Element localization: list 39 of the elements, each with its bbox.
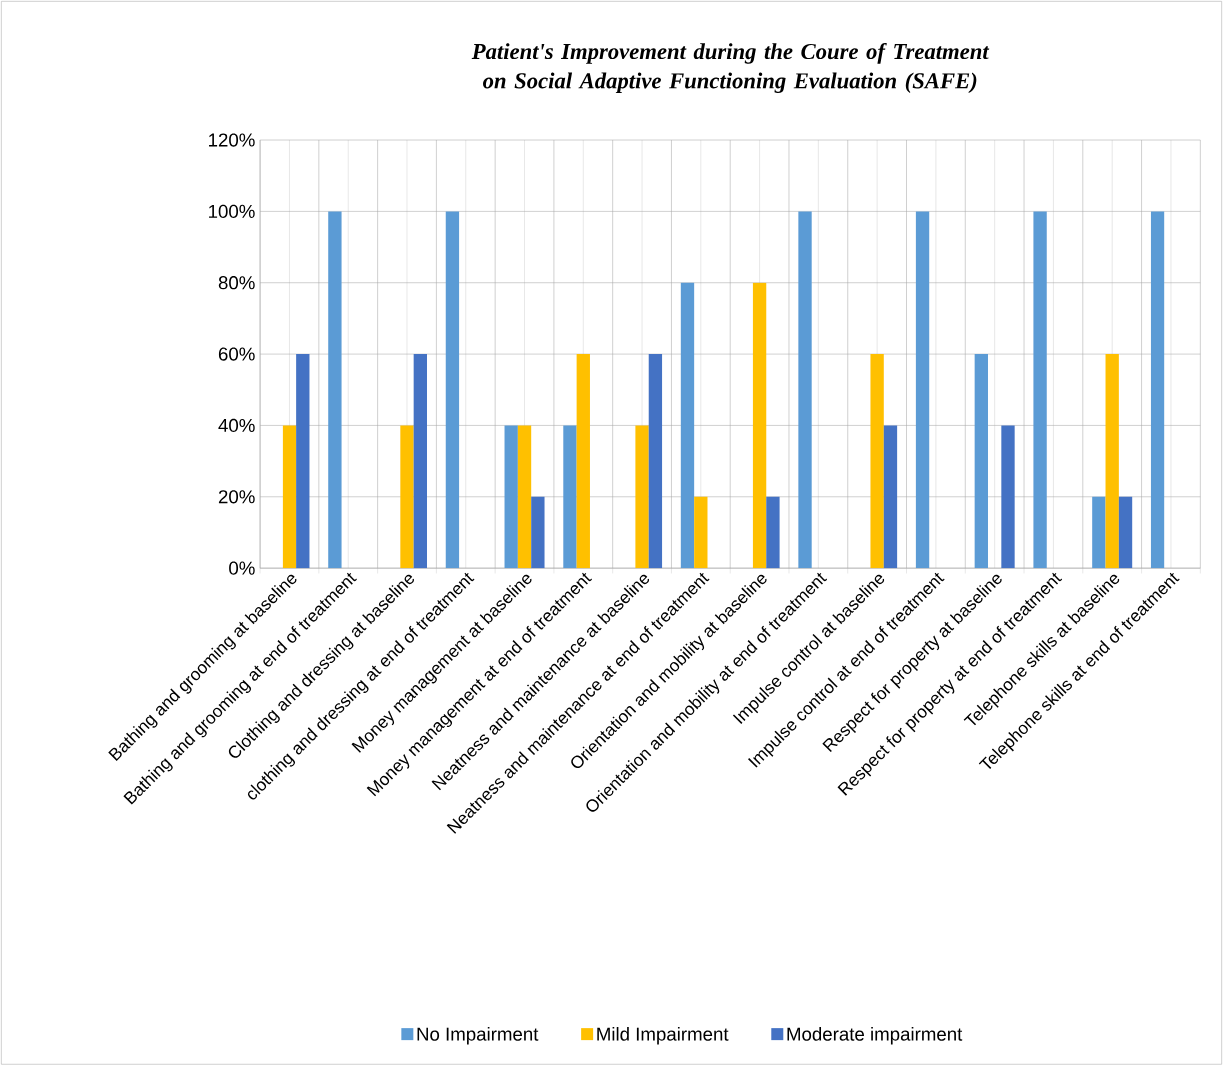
- bar: [694, 496, 708, 569]
- bar: [531, 496, 545, 569]
- y-tick-label: 60%: [218, 347, 255, 361]
- chart-title: Patient's Improvement during the Coure of Treatment on Social Adaptive Functioning Evaluation (SAFE): [471, 43, 990, 94]
- bar: [1118, 496, 1133, 569]
- y-tick-label: 80%: [218, 276, 255, 290]
- bar: [648, 354, 663, 569]
- bar: [1105, 354, 1119, 569]
- y-tick-label: 20%: [218, 490, 255, 504]
- legend-label: Moderate impairment: [787, 1027, 963, 1045]
- bar: [883, 425, 898, 569]
- y-tick-label: 100%: [209, 204, 255, 219]
- bar: [563, 425, 577, 569]
- y-tick-label: 0%: [229, 561, 255, 575]
- bar: [296, 354, 310, 569]
- bar: [576, 354, 590, 569]
- bar: [1150, 211, 1165, 569]
- bar: [504, 425, 518, 569]
- bar: [680, 282, 695, 569]
- y-tick-label: 40%: [218, 419, 255, 433]
- bar: [870, 354, 884, 569]
- bar: [766, 496, 780, 569]
- bar: [1033, 211, 1047, 569]
- legend-label: No Impairment: [417, 1027, 539, 1045]
- bar: [798, 211, 812, 569]
- bar: [915, 211, 930, 569]
- legend-label: Mild Impairment: [597, 1027, 729, 1045]
- bar: [328, 211, 342, 569]
- bar: [752, 282, 767, 569]
- bar: [400, 425, 414, 569]
- bar: [413, 354, 427, 569]
- bar: [635, 425, 649, 569]
- bar: [974, 354, 988, 569]
- bar: [1001, 425, 1015, 569]
- bar: [1092, 496, 1106, 569]
- bar: [445, 211, 460, 569]
- y-tick-label: 120%: [209, 133, 255, 147]
- bar: [517, 425, 532, 569]
- bar: [282, 425, 297, 569]
